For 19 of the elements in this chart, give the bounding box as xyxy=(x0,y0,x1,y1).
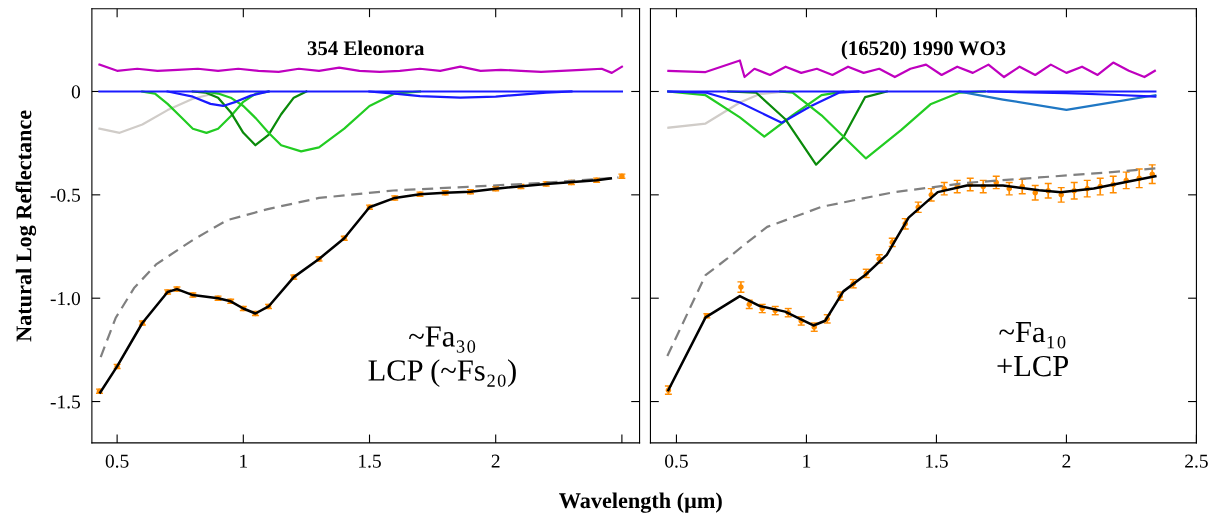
x-tick-label: 2.5 xyxy=(1185,454,1208,468)
y-tick-label: 0 xyxy=(71,85,81,99)
x-tick-label: 1.5 xyxy=(359,454,381,468)
x-tick-label: 2 xyxy=(1062,454,1071,468)
y-tick-label: -0.5 xyxy=(50,188,81,202)
y-tick-label: -1.0 xyxy=(50,292,81,306)
annotation: ~Fa₁₀ +LCP xyxy=(997,322,1069,377)
x-tick-label: 1 xyxy=(803,454,811,468)
text: 354 Eleonora xyxy=(307,40,425,56)
x-tick-label: 1 xyxy=(240,454,248,468)
x-tick-label: 2 xyxy=(491,454,500,468)
x-tick-label: 1.5 xyxy=(925,454,948,468)
x-tick-label: 0.5 xyxy=(665,454,688,468)
annotation: ~Fa₃₀ LCP (~Fs₂₀) xyxy=(368,326,516,387)
x-tick-label: 0.5 xyxy=(105,454,129,468)
text: (16520) 1990 WO3 xyxy=(841,40,1006,60)
y-tick-label: -1.5 xyxy=(50,395,81,409)
x-axis-title: Wavelength (µm) xyxy=(559,492,722,513)
y-axis-title: Natural Log Reflectance xyxy=(15,110,37,342)
